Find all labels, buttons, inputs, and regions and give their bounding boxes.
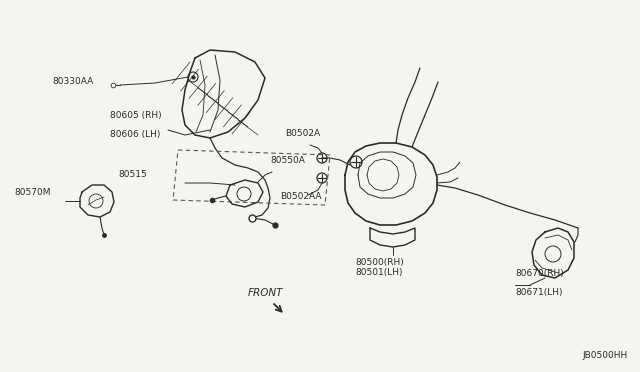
Text: JB0500HH: JB0500HH — [583, 351, 628, 360]
Text: 80330AA: 80330AA — [52, 77, 93, 86]
Text: 80570M: 80570M — [14, 188, 51, 197]
Text: B0502A: B0502A — [285, 129, 320, 138]
Text: B0502AA: B0502AA — [280, 192, 321, 201]
Text: 80605 (RH): 80605 (RH) — [110, 111, 162, 120]
Text: 80515: 80515 — [118, 170, 147, 179]
Text: 80671(LH): 80671(LH) — [515, 288, 563, 297]
Text: 80670(RH): 80670(RH) — [515, 269, 564, 278]
Text: FRONT: FRONT — [248, 288, 284, 298]
Text: 80606 (LH): 80606 (LH) — [110, 130, 161, 139]
Text: 80500(RH): 80500(RH) — [355, 258, 404, 267]
Text: 80550A: 80550A — [270, 156, 305, 165]
Text: 80501(LH): 80501(LH) — [355, 268, 403, 277]
